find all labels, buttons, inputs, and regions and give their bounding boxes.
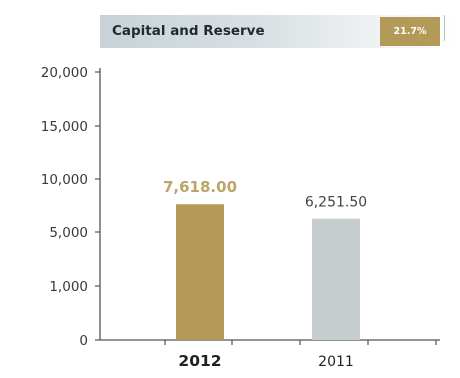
x-tick-label: 2012	[178, 352, 221, 370]
growth-badge: 21.7%	[380, 17, 440, 46]
y-tick-label: 0	[79, 333, 88, 349]
chart-header: Capital and Reserve 21.7%	[100, 15, 458, 48]
data-label: 6,251.50	[305, 195, 367, 211]
x-tick-label: 2011	[318, 354, 354, 370]
bar	[312, 218, 360, 340]
y-tick-label: 15,000	[41, 119, 88, 135]
y-tick-label: 10,000	[41, 172, 88, 188]
data-label: 7,618.00	[163, 178, 237, 196]
chart-title: Capital and Reserve	[112, 23, 265, 39]
header-divider	[444, 15, 445, 41]
y-tick-label: 1,000	[49, 279, 88, 295]
y-tick-label: 20,000	[41, 65, 88, 81]
bar	[176, 204, 224, 340]
y-tick-label: 5,000	[49, 225, 88, 241]
